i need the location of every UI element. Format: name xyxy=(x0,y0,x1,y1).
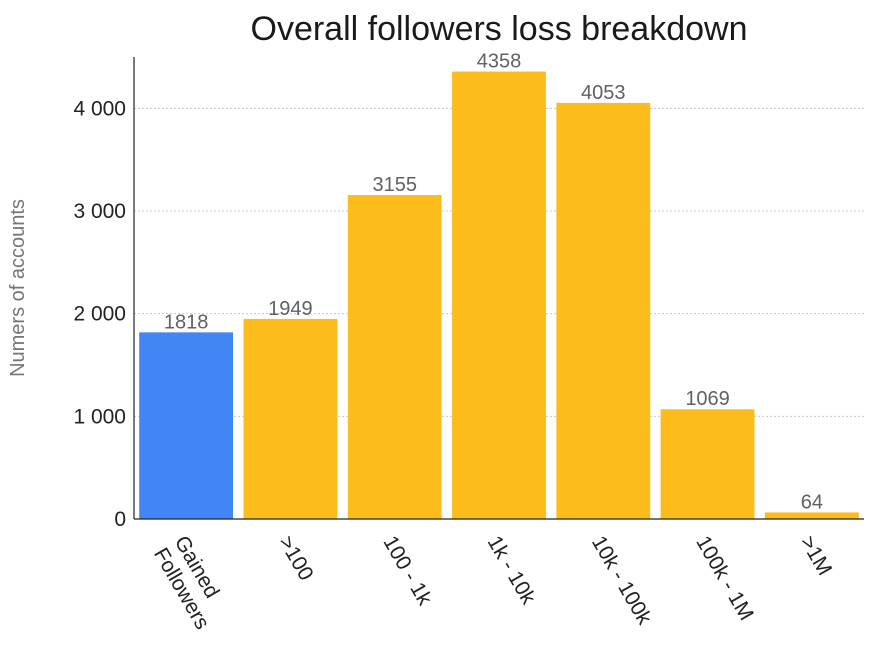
x-tick-label-line: 10k - 100k xyxy=(587,532,656,629)
bar xyxy=(243,318,338,519)
bar xyxy=(452,71,546,519)
x-tick-label: >1M xyxy=(796,532,837,579)
y-tick-label: 4 000 xyxy=(73,97,126,120)
x-tick-label: 100k - 1M xyxy=(691,532,758,624)
x-tick-label-line: >100 xyxy=(274,532,318,584)
bar xyxy=(139,332,234,519)
x-tick-label: 1k - 10k xyxy=(483,532,541,609)
data-label: 4358 xyxy=(477,51,522,73)
bar xyxy=(764,512,859,519)
data-label: 1949 xyxy=(268,298,313,320)
y-axis-label: Numers of accounts xyxy=(7,199,29,377)
y-axis-ticks: 0 1 000 2 000 3 000 4 000 xyxy=(73,97,126,531)
x-tick-label: 10k - 100k xyxy=(587,532,656,629)
data-label: 1818 xyxy=(164,311,209,333)
data-label: 4053 xyxy=(581,82,626,104)
chart-title: Overall followers loss breakdown xyxy=(251,10,748,48)
data-label: 1069 xyxy=(685,388,730,410)
data-label: 3155 xyxy=(372,174,417,196)
bar xyxy=(347,195,442,519)
y-tick-label: 3 000 xyxy=(73,200,126,223)
x-tick-label: >100 xyxy=(274,532,318,584)
y-tick-label: 0 xyxy=(114,508,126,531)
y-tick-label: 1 000 xyxy=(73,405,126,428)
x-tick-label: 100 - 1k xyxy=(378,532,436,610)
x-tick-label-line: 1k - 10k xyxy=(483,532,541,609)
x-tick-label-line: 100 - 1k xyxy=(378,532,436,610)
bars xyxy=(139,71,859,519)
x-tick-label-line: >1M xyxy=(796,532,837,579)
bar xyxy=(660,409,755,519)
bar xyxy=(556,102,651,519)
data-label: 64 xyxy=(801,491,823,513)
axes xyxy=(133,57,864,520)
y-tick-label: 2 000 xyxy=(73,303,126,326)
x-tick-label-line: 100k - 1M xyxy=(691,532,758,624)
data-labels: 1818 1949 3155 4358 4053 1069 64 xyxy=(164,51,823,514)
